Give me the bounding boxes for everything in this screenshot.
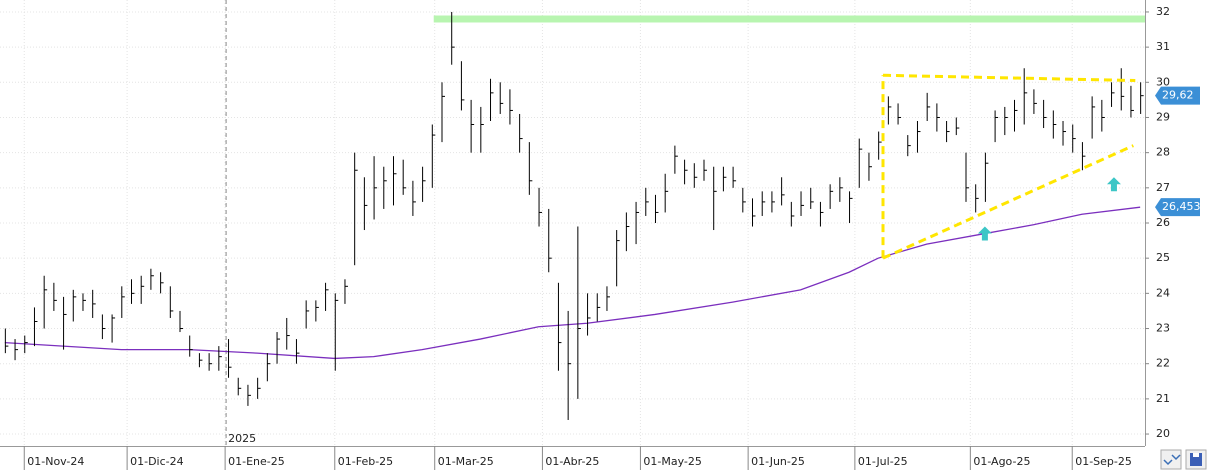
price-marker-label: 26,453 [1162, 200, 1201, 213]
x-tick-label: 01-May-25 [643, 455, 701, 468]
zoom-button[interactable] [1160, 449, 1182, 470]
y-tick-label: 24 [1156, 286, 1170, 299]
x-tick-label: 01-Jul-25 [858, 455, 908, 468]
grid [0, 0, 1145, 446]
x-tick-label: 01-Dic-24 [130, 455, 184, 468]
triangle-line [882, 144, 1134, 260]
y-tick-label: 20 [1156, 427, 1170, 440]
x-tick-label: 01-Feb-25 [338, 455, 393, 468]
y-tick-label: 27 [1156, 181, 1170, 194]
toolbar-icons [1160, 449, 1207, 470]
x-tick-label: 01-Ene-25 [228, 455, 285, 468]
y-tick-label: 31 [1156, 40, 1170, 53]
y-tick-label: 32 [1156, 5, 1170, 18]
y-tick-label: 22 [1156, 357, 1170, 370]
marks [4, 11, 1145, 420]
x-tick-label: 01-Jun-25 [751, 455, 805, 468]
y-tick-label: 28 [1156, 146, 1170, 159]
x-tick-label: 01-Abr-25 [545, 455, 599, 468]
y-tick-label: 29 [1156, 110, 1170, 123]
y-tick-label: 30 [1156, 75, 1170, 88]
y-tick-label: 21 [1156, 392, 1170, 405]
x-tick-label: 01-Mar-25 [438, 455, 494, 468]
x-tick-label: 01-Nov-24 [27, 455, 84, 468]
year-label: 2025 [228, 432, 256, 445]
x-tick-label: 01-Ago-25 [973, 455, 1030, 468]
y-tick-label: 25 [1156, 251, 1170, 264]
price-marker-label: 29,62 [1162, 89, 1194, 102]
x-tick-label: 01-Sep-25 [1075, 455, 1132, 468]
price-marker-box [1155, 86, 1200, 105]
zoom-icon [1163, 454, 1181, 466]
price-marker-box [1155, 198, 1200, 217]
triangle-line [882, 73, 1136, 83]
y-tick-label: 23 [1156, 322, 1170, 335]
y-tick-label: 26 [1156, 216, 1170, 229]
arrow [1106, 177, 1121, 192]
arrow [977, 226, 992, 241]
save-icon-part [1193, 453, 1199, 457]
